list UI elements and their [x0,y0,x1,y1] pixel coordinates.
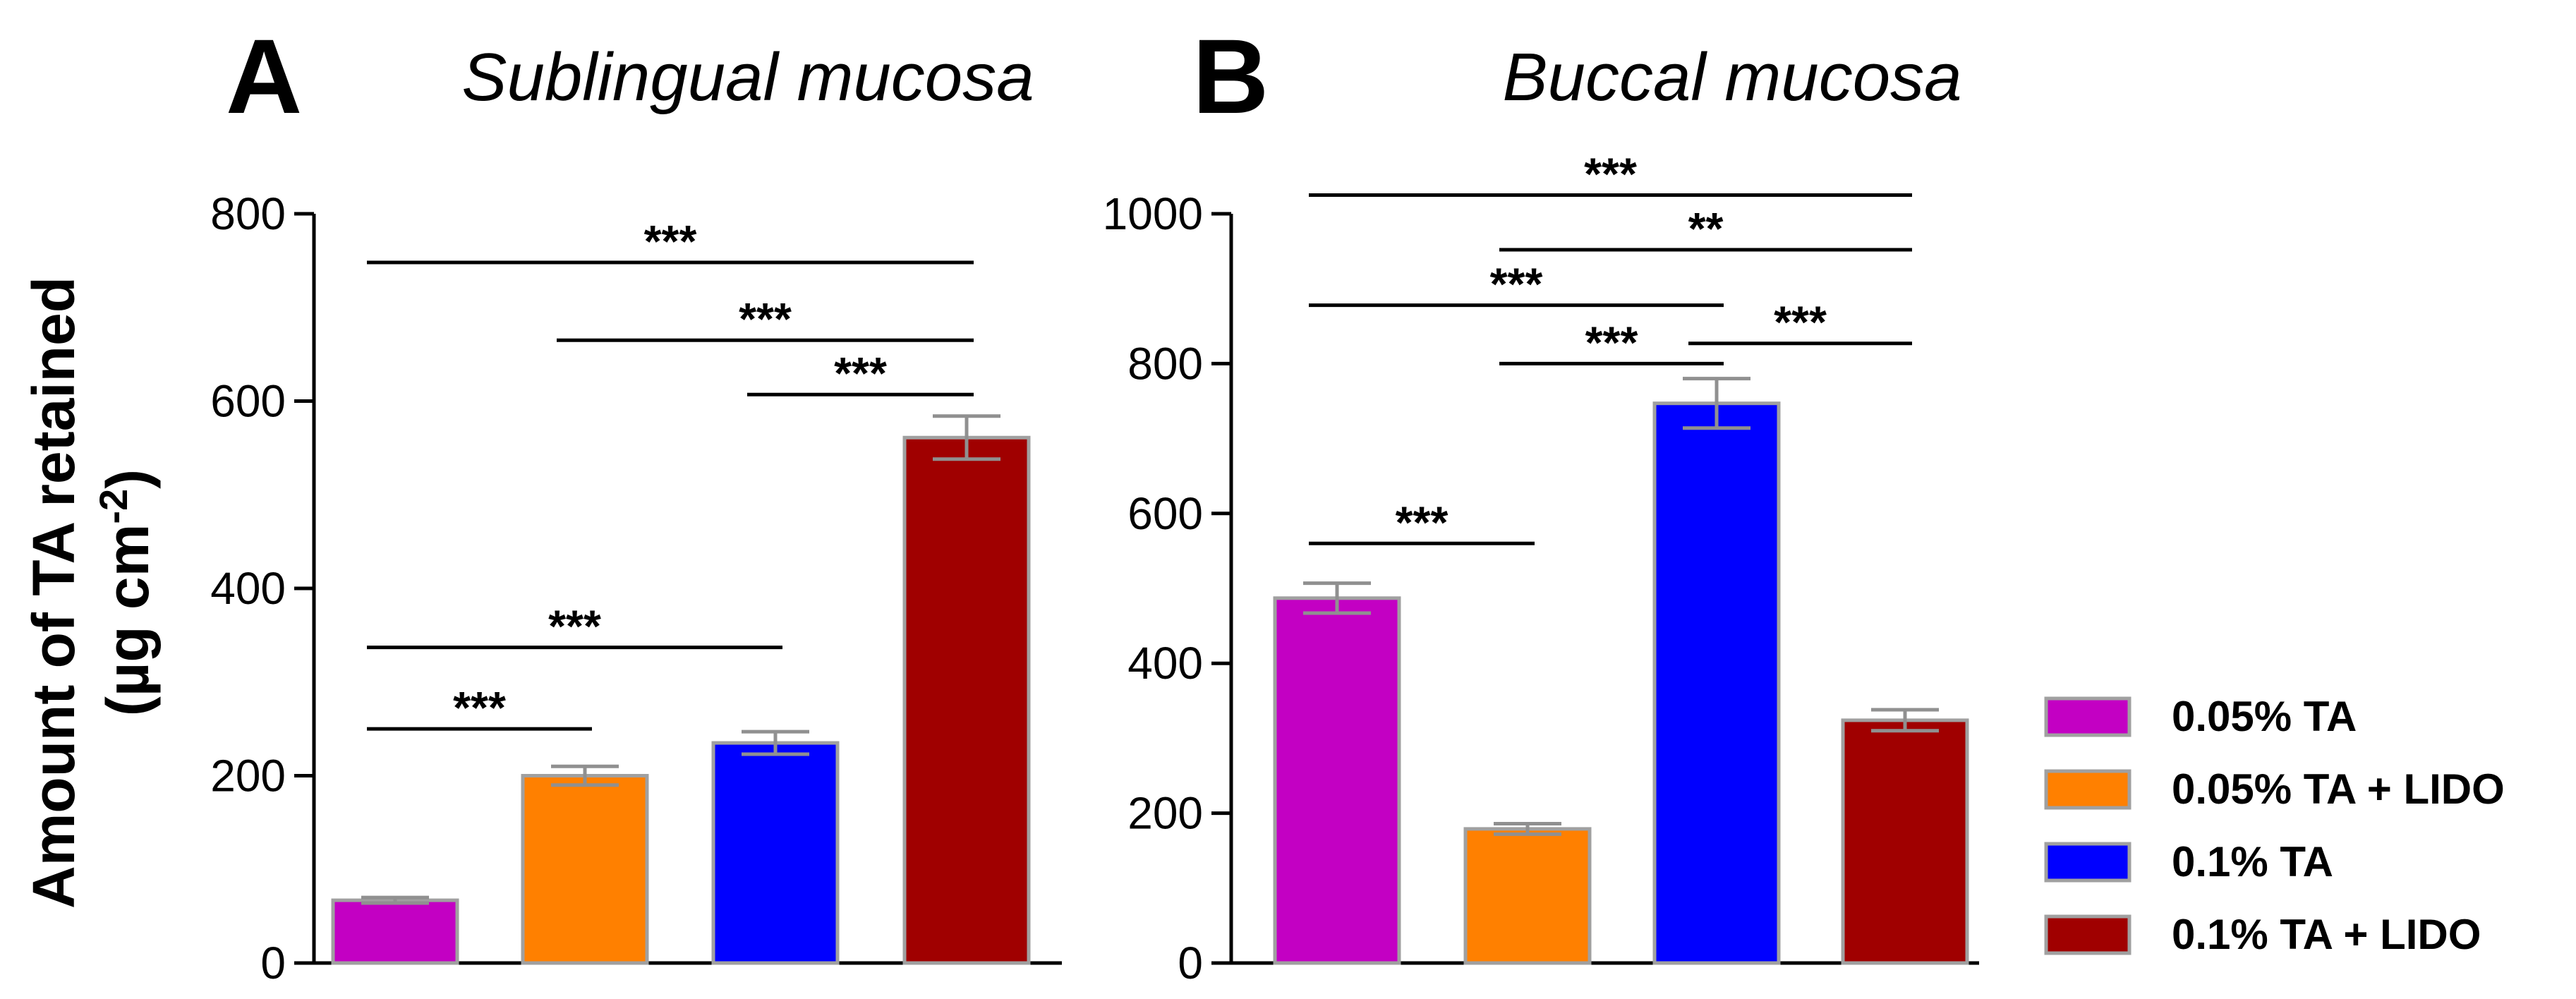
significance-label: *** [1396,497,1449,547]
legend-label: 0.1% TA [2172,838,2333,885]
bar [331,898,459,965]
y-axis-label: Amount of TA retained [20,277,87,909]
legend-label: 0.1% TA + LIDO [2172,911,2481,958]
legend-swatch [2044,842,2131,883]
bar [711,741,840,965]
y-tick-label: 200 [210,751,286,801]
y-axis-title: Amount of TA retained (µg cm-2) [20,277,161,909]
significance-label: *** [548,601,601,652]
y-axis-units-superscript: -2 [91,489,135,524]
legend-swatch [2044,769,2131,810]
y-tick-label: 400 [1127,638,1203,689]
y-tick-label: 600 [210,376,286,427]
legend-label: 0.05% TA [2172,693,2357,740]
panel-b-significance: *********** ****** [1309,148,1912,547]
significance-label: *** [1584,148,1637,199]
bar [1463,827,1592,965]
y-axis-units-text: (µg cm [95,524,161,716]
bar [1652,401,1781,965]
legend-swatch [2044,696,2131,737]
significance-label: *** [644,216,697,267]
y-tick-label: 0 [260,938,286,988]
y-axis-units-close: ) [95,469,161,489]
significance-label: *** [1585,317,1638,368]
bar [1841,718,1969,965]
panel-b-bars [1273,377,1969,965]
significance-label: *** [1774,297,1827,348]
y-tick-label: 800 [1127,338,1203,389]
bar [902,435,1031,965]
y-axis-units: (µg cm-2) [91,469,161,716]
panel-a-y-axis: 0 200 400 600 800 [210,188,1062,988]
y-tick-label: 0 [1178,938,1203,988]
bar [521,774,649,965]
panel-a-bars [331,414,1031,965]
panel-b-letter: B [1192,17,1269,135]
significance-label: *** [453,682,506,733]
y-tick-label: 800 [210,188,286,239]
significance-label: ** [1688,203,1724,254]
significance-label: *** [739,293,792,344]
panel-a-letter: A [226,17,302,135]
significance-label: *** [1490,259,1543,310]
legend: 0.05% TA 0.05% TA + LIDO 0.1% TA 0.1% TA + … [2044,693,2505,958]
panel-a-significance: *** *** *** *** *** [367,216,974,733]
legend-label: 0.05% TA + LIDO [2172,765,2505,813]
legend-swatch [2044,914,2131,955]
y-tick-label: 600 [1127,488,1203,539]
y-tick-label: 400 [210,563,286,614]
panel-a-title: Sublingual mucosa [461,40,1034,115]
panel-a-sublingual-chart: A Sublingual mucosa Amount of TA retaine… [20,17,1062,988]
panel-b-title: Buccal mucosa [1503,40,1962,115]
y-tick-label: 1000 [1103,188,1203,239]
significance-label: *** [834,348,887,399]
bar [1273,596,1401,965]
y-tick-label: 200 [1127,788,1203,839]
